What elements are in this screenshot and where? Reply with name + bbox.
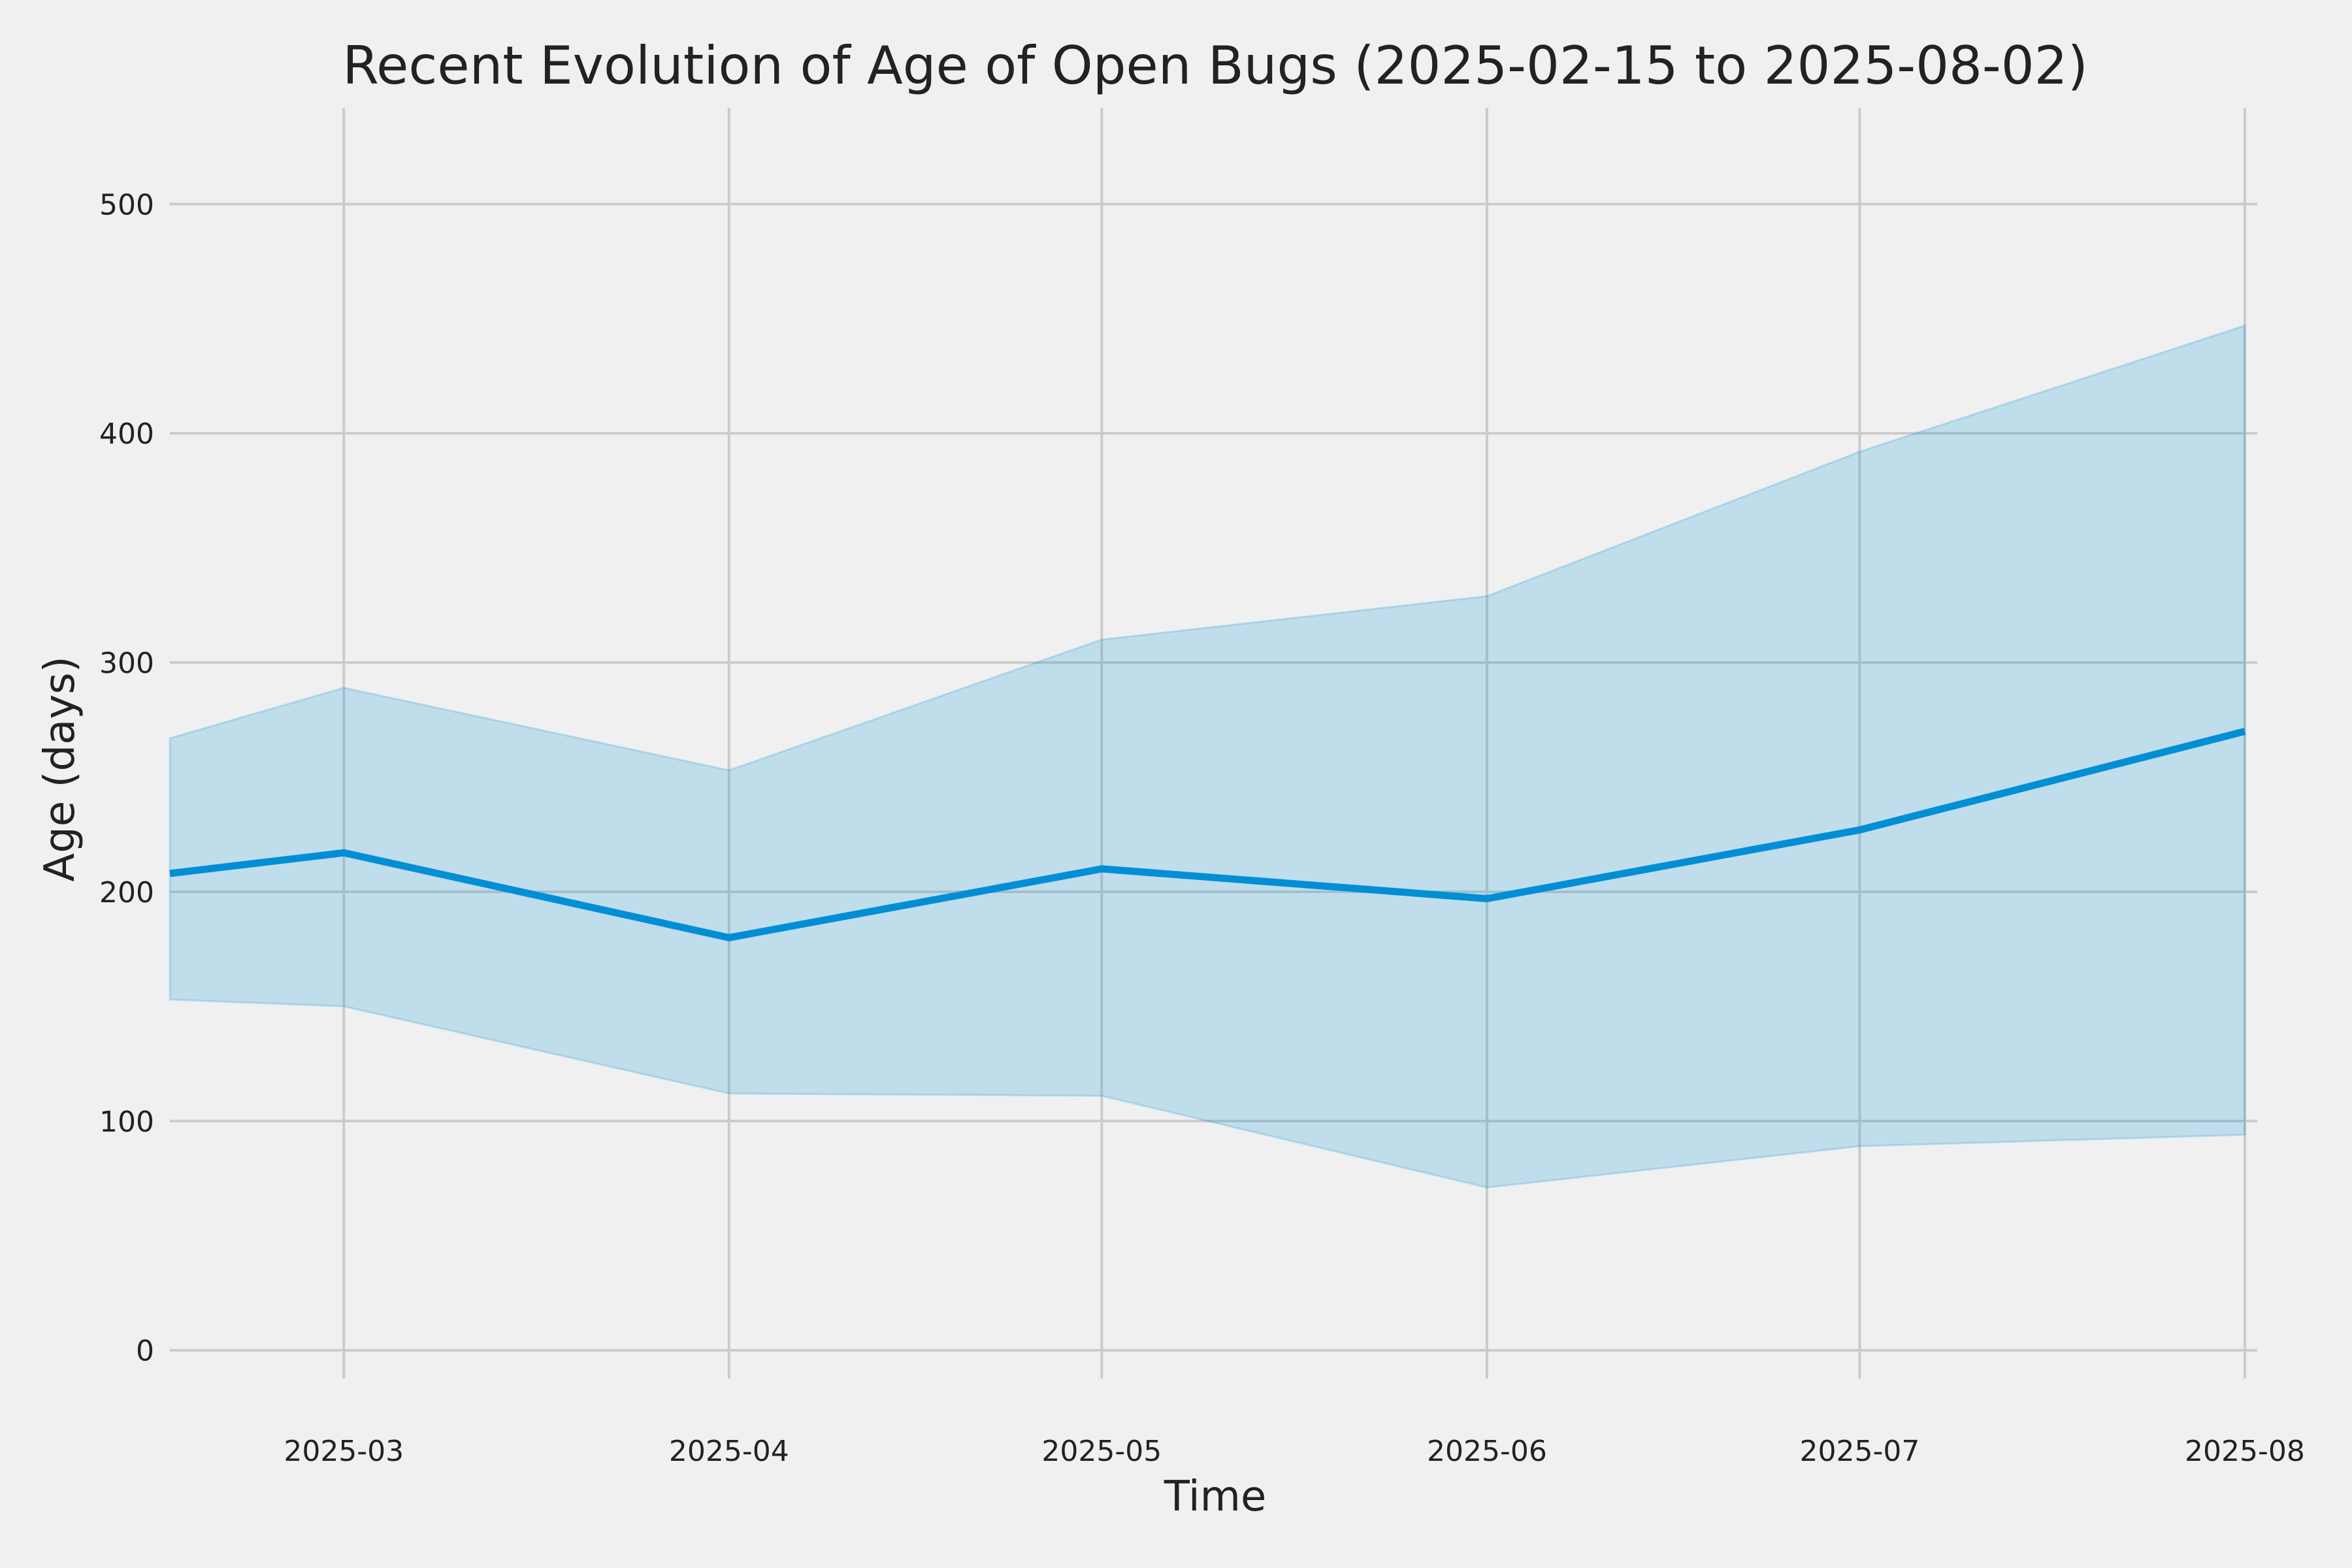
median-line — [169, 728, 2246, 941]
x-tick-label: 2025-06 — [1427, 1435, 1547, 1468]
chart-title: Recent Evolution of Age of Open Bugs (20… — [342, 35, 2088, 96]
x-tick-label: 2025-08 — [2185, 1435, 2305, 1468]
iqr-band — [169, 324, 2246, 1189]
x-axis-label: Time — [1164, 1473, 1267, 1521]
x-tick-label: 2025-07 — [1800, 1435, 1920, 1468]
y-tick-label: 0 — [136, 1335, 154, 1368]
y-tick-label: 400 — [99, 417, 154, 451]
x-tick-labels: 2025-03 2025-04 2025-05 2025-06 2025-07 2025-… — [284, 1435, 2305, 1468]
x-tick-label: 2025-05 — [1041, 1435, 1162, 1468]
y-tick-label: 200 — [99, 876, 154, 909]
y-tick-label: 100 — [99, 1105, 154, 1139]
x-tick-label: 2025-03 — [284, 1435, 404, 1468]
y-tick-labels: 0 100 200 300 400 500 — [99, 188, 154, 1367]
y-tick-label: 500 — [99, 188, 154, 221]
y-axis-label: Age (days) — [36, 656, 84, 881]
y-tick-label: 300 — [99, 647, 154, 680]
x-tick-label: 2025-04 — [669, 1435, 789, 1468]
